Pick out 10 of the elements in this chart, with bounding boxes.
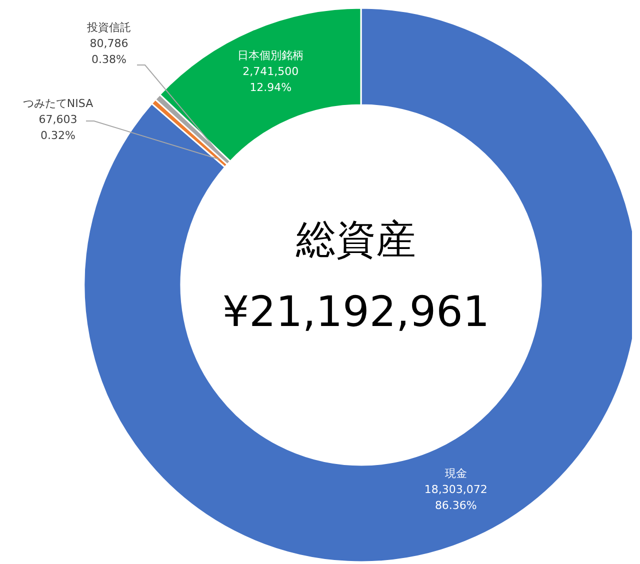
data-label: 67,603 0.32% [38,113,78,142]
data-label: 80,786 0.38% [90,37,128,66]
slice-label: 投資信託 [86,21,131,34]
data-label: 18,303,072 86.36% [424,482,488,512]
data-label: 2,741,500 12.94% [242,65,299,94]
slice-label: 日本個別銘柄 [238,49,304,62]
slice-label: 現金 [444,466,467,480]
slice-label: つみたてNISA [22,97,94,110]
text: 総資産 [294,216,417,265]
text: ¥21,192,961 [221,287,491,337]
